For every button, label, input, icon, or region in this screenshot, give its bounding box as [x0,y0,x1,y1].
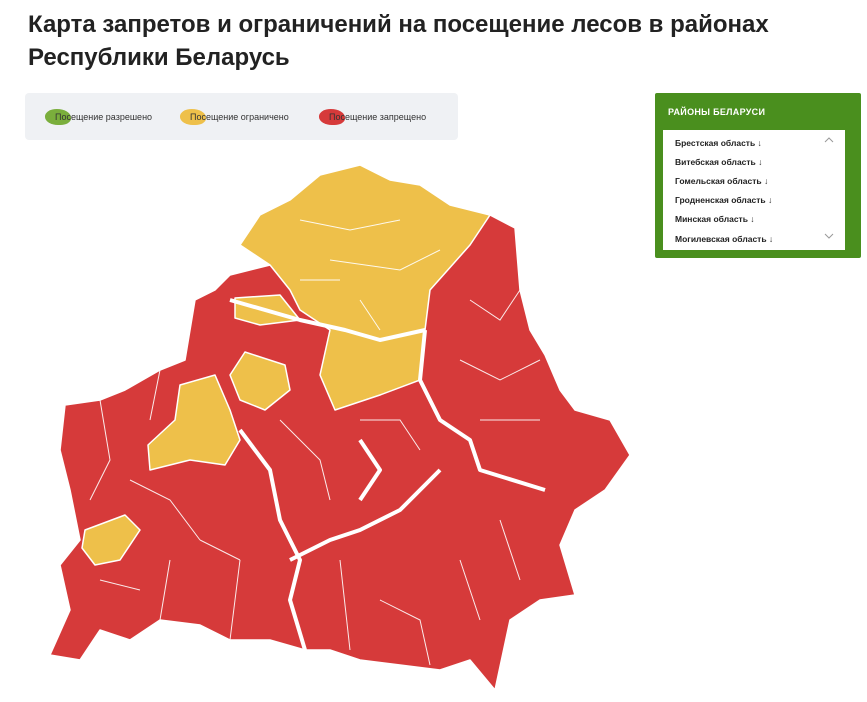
legend-label: Посещение запрещено [329,112,427,122]
legend: Посещение разрешено Посещение ограничено… [25,93,458,140]
region-yellow [239,164,491,411]
country-red [49,164,631,691]
region-link[interactable]: Гомельская область ↓ [675,176,769,186]
oblast-border [238,428,307,651]
sidebar: РАЙОНЫ БЕЛАРУСИ Брестская область ↓ Вите… [655,93,861,258]
region-yellow [81,514,141,566]
title: Карта запретов и ограничений на посещени… [28,11,769,71]
district-borders [89,219,541,666]
region-link[interactable]: Минская область ↓ [675,214,755,224]
region-yellow [234,294,301,326]
oblast-border [229,298,426,342]
region-link[interactable]: Витебская область ↓ [675,157,763,167]
region-yellow [147,374,241,471]
legend-label: Посещение разрешено [55,112,153,122]
region-link[interactable]: Брестская область ↓ [675,138,762,148]
scroll-arrows [824,137,834,239]
oblast-border [289,468,442,562]
region-link[interactable]: Могилевская область ↓ [675,234,774,244]
oblast-border [418,329,546,492]
sidebar-title: РАЙОНЫ БЕЛАРУСИ [668,107,766,117]
legend-item: Посещение разрешено [45,107,152,127]
oblast-border [358,438,382,502]
legend-item: Посещение ограничено [180,107,289,127]
region-link[interactable]: Гродненская область ↓ [675,195,773,205]
region-yellow [229,351,291,411]
legend-item: Посещение запрещено [319,107,426,127]
region-list: Брестская область ↓ Витебская область ↓ … [663,130,845,250]
legend-label: Посещение ограничено [190,112,289,122]
